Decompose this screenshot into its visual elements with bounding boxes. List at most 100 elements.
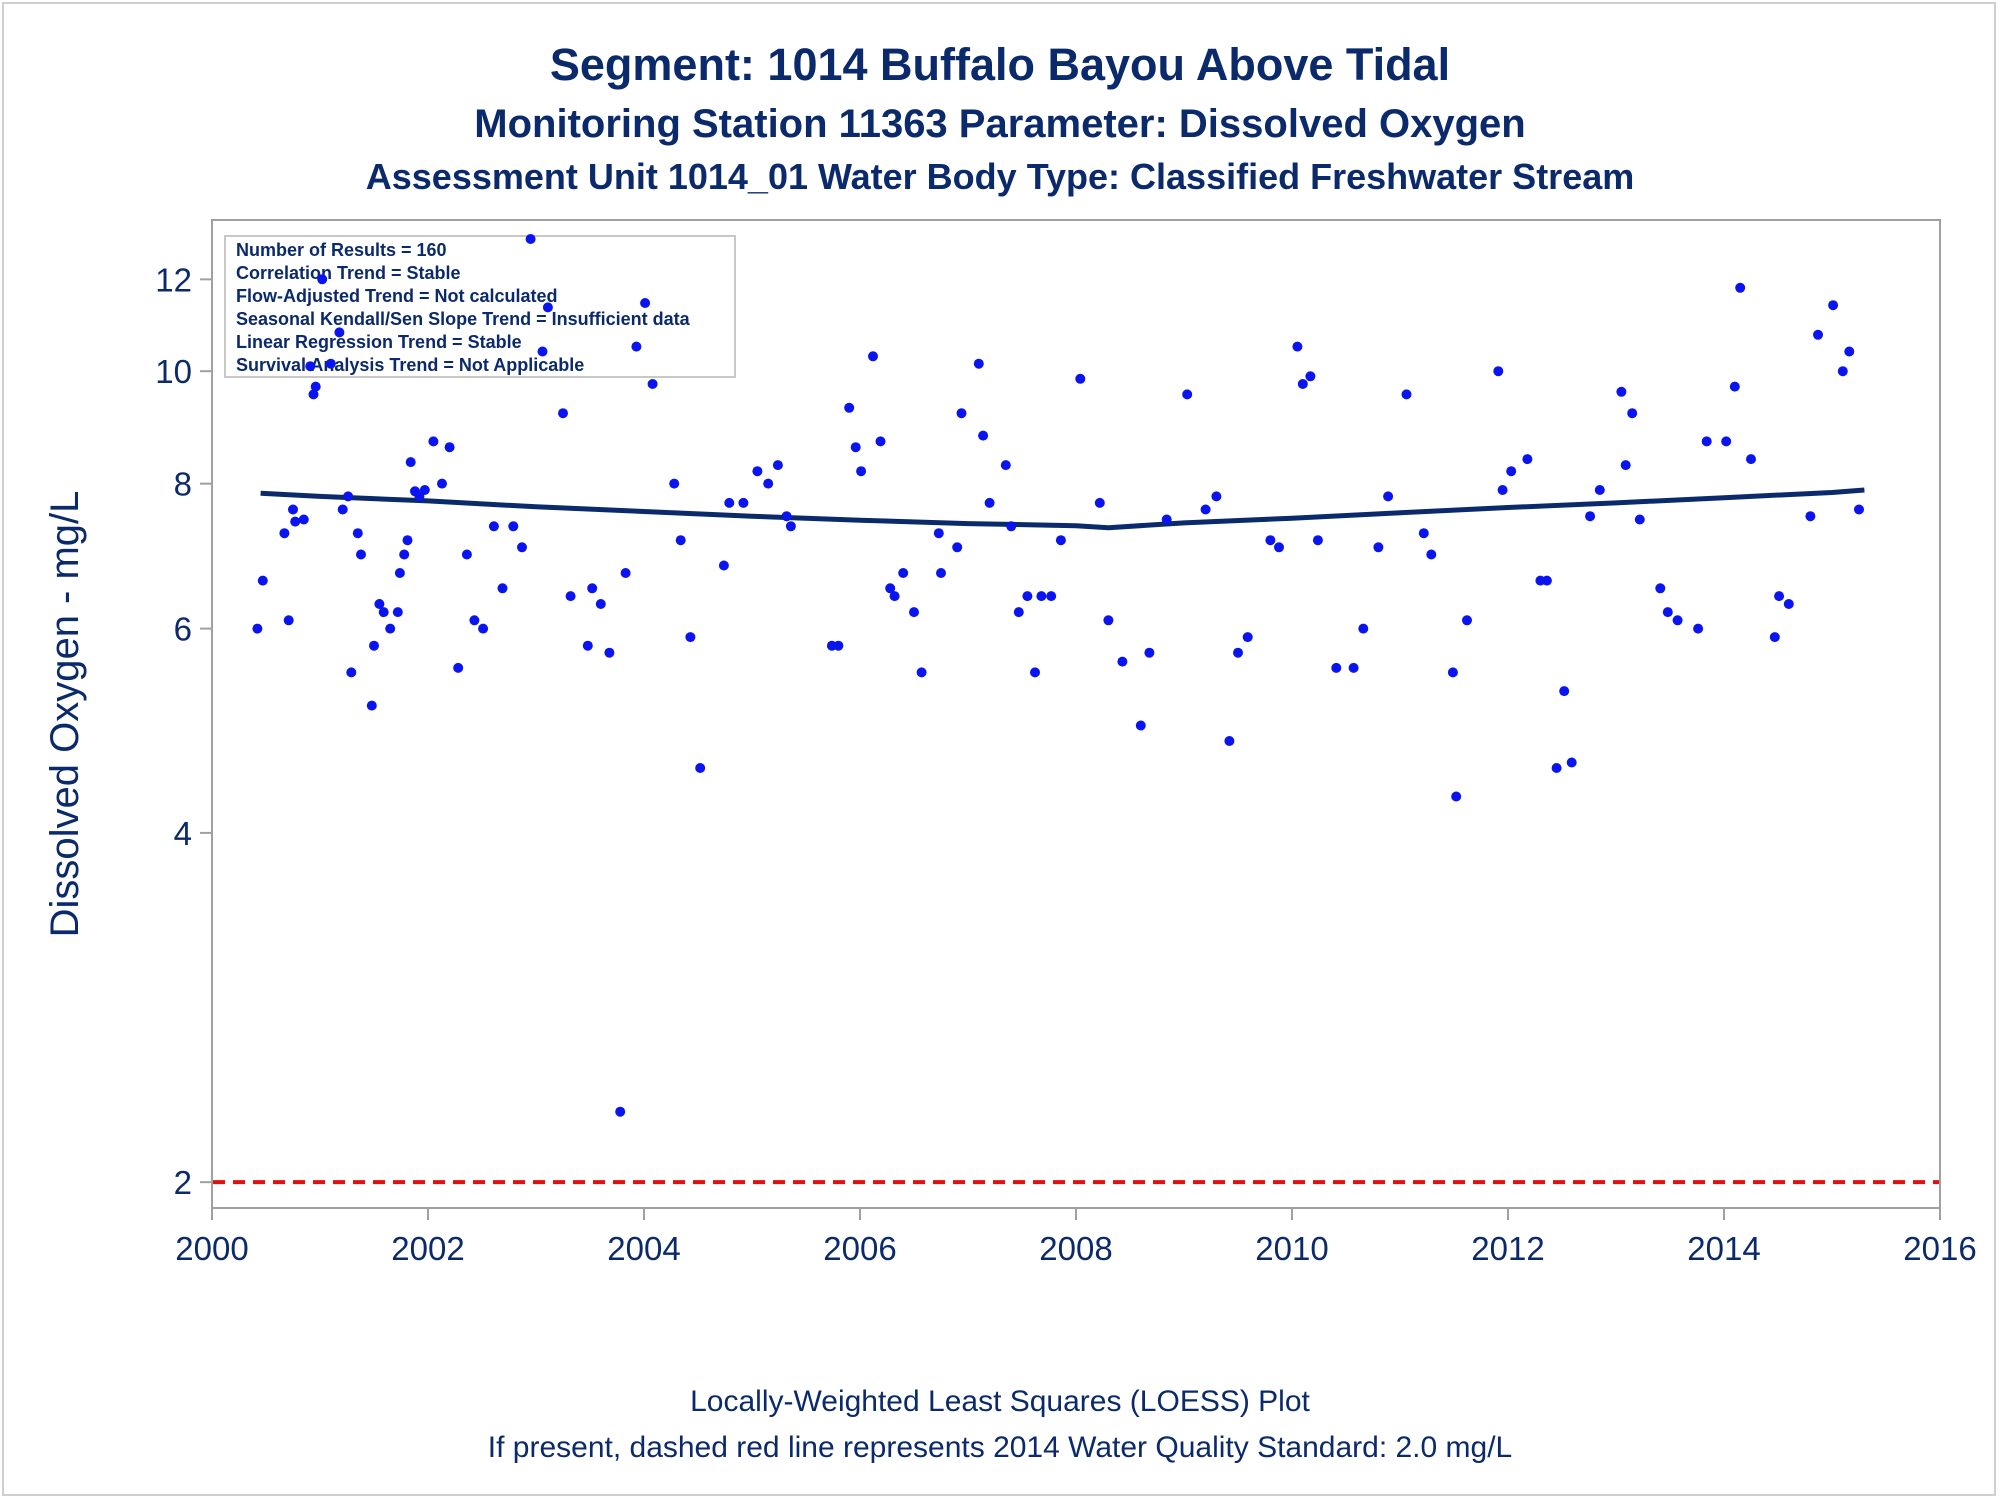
data-point xyxy=(517,542,527,553)
data-point xyxy=(1055,535,1066,546)
data-point xyxy=(1305,371,1316,382)
data-point xyxy=(1805,511,1816,522)
data-point xyxy=(1828,300,1839,311)
data-point xyxy=(317,274,328,285)
data-point xyxy=(428,436,439,447)
data-point xyxy=(1559,686,1570,697)
data-point xyxy=(685,632,696,643)
data-point xyxy=(1693,623,1704,634)
data-point xyxy=(1094,497,1105,508)
data-point xyxy=(1522,454,1533,465)
data-point xyxy=(394,568,405,578)
loess-trend-line xyxy=(260,487,1865,531)
y-tick-label: 2 xyxy=(174,1164,192,1201)
x-tick-label: 2004 xyxy=(607,1230,680,1267)
data-point xyxy=(565,591,576,602)
data-point xyxy=(252,623,263,634)
info-line-seasonal-kendall: Seasonal Kendall/Sen Slope Trend = Insuf… xyxy=(236,309,691,329)
data-point xyxy=(1662,607,1673,618)
data-point xyxy=(781,511,792,522)
data-point xyxy=(1551,763,1562,773)
data-point xyxy=(1224,736,1235,746)
data-point xyxy=(392,607,403,618)
data-point xyxy=(1312,535,1323,546)
data-point xyxy=(1769,632,1780,643)
data-point xyxy=(724,497,735,508)
data-point xyxy=(1274,542,1284,553)
data-point xyxy=(508,521,519,532)
data-point xyxy=(1627,408,1638,419)
data-point xyxy=(1655,583,1666,594)
data-point xyxy=(1594,485,1605,495)
data-point xyxy=(290,516,301,527)
data-points xyxy=(252,234,1864,1117)
data-point xyxy=(956,408,967,419)
data-point xyxy=(631,341,642,352)
data-point xyxy=(1331,662,1342,673)
data-point xyxy=(889,591,900,602)
data-point xyxy=(356,549,366,560)
data-point xyxy=(1383,491,1394,502)
data-point xyxy=(369,640,379,651)
data-point xyxy=(844,402,855,413)
data-point xyxy=(478,623,489,634)
data-point xyxy=(310,381,321,392)
data-point xyxy=(1006,521,1017,532)
data-point xyxy=(856,466,867,477)
data-point xyxy=(378,607,389,618)
data-point xyxy=(875,436,886,447)
data-point xyxy=(1161,514,1172,525)
data-point xyxy=(1729,381,1740,392)
data-point xyxy=(469,615,480,626)
data-point xyxy=(444,442,455,453)
data-point xyxy=(909,607,919,618)
data-point xyxy=(1813,329,1823,340)
data-point xyxy=(898,568,909,578)
data-point xyxy=(833,640,844,651)
data-point xyxy=(337,504,348,515)
data-point xyxy=(640,298,651,308)
data-point xyxy=(1493,366,1504,377)
data-point xyxy=(868,351,878,362)
x-tick-label: 2016 xyxy=(1903,1230,1976,1267)
data-point xyxy=(695,763,706,773)
data-point xyxy=(325,358,336,369)
data-point xyxy=(488,521,499,532)
data-point xyxy=(1211,491,1222,502)
data-point xyxy=(366,700,377,711)
data-point xyxy=(1265,535,1276,546)
data-point xyxy=(1358,623,1369,634)
data-point xyxy=(936,568,946,578)
data-point xyxy=(620,568,631,578)
data-point xyxy=(1297,379,1308,389)
data-point xyxy=(1000,460,1011,471)
data-point xyxy=(850,442,861,453)
data-point xyxy=(1013,607,1024,618)
data-point xyxy=(1672,615,1683,626)
data-point xyxy=(437,478,447,489)
info-line-survival: Survival Analysis Trend = Not Applicable xyxy=(236,355,584,375)
data-point xyxy=(1541,575,1552,586)
info-line-flow-adjusted: Flow-Adjusted Trend = Not calculated xyxy=(236,286,558,306)
info-box-border xyxy=(224,235,736,378)
info-line-correlation: Correlation Trend = Stable xyxy=(236,263,461,283)
data-point xyxy=(595,599,606,609)
data-point xyxy=(669,478,680,489)
data-point xyxy=(604,647,615,658)
data-point xyxy=(1566,757,1577,768)
data-point xyxy=(461,549,472,560)
data-point xyxy=(1701,436,1712,447)
data-point xyxy=(1451,791,1462,802)
data-point xyxy=(374,599,385,609)
chart-title: Segment: 1014 Buffalo Bayou Above Tidal xyxy=(550,39,1450,90)
data-point xyxy=(405,457,416,468)
data-point xyxy=(615,1106,626,1117)
chart-subtitle: Monitoring Station 11363 Parameter: Diss… xyxy=(474,102,1525,146)
data-point xyxy=(1200,504,1211,515)
y-axis: 2 4 6 8 10 12 xyxy=(155,261,212,1201)
data-point xyxy=(385,623,396,634)
info-box: Number of Results = 160 Correlation Tren… xyxy=(224,235,736,378)
data-point xyxy=(1506,466,1517,477)
data-point xyxy=(1144,647,1155,658)
